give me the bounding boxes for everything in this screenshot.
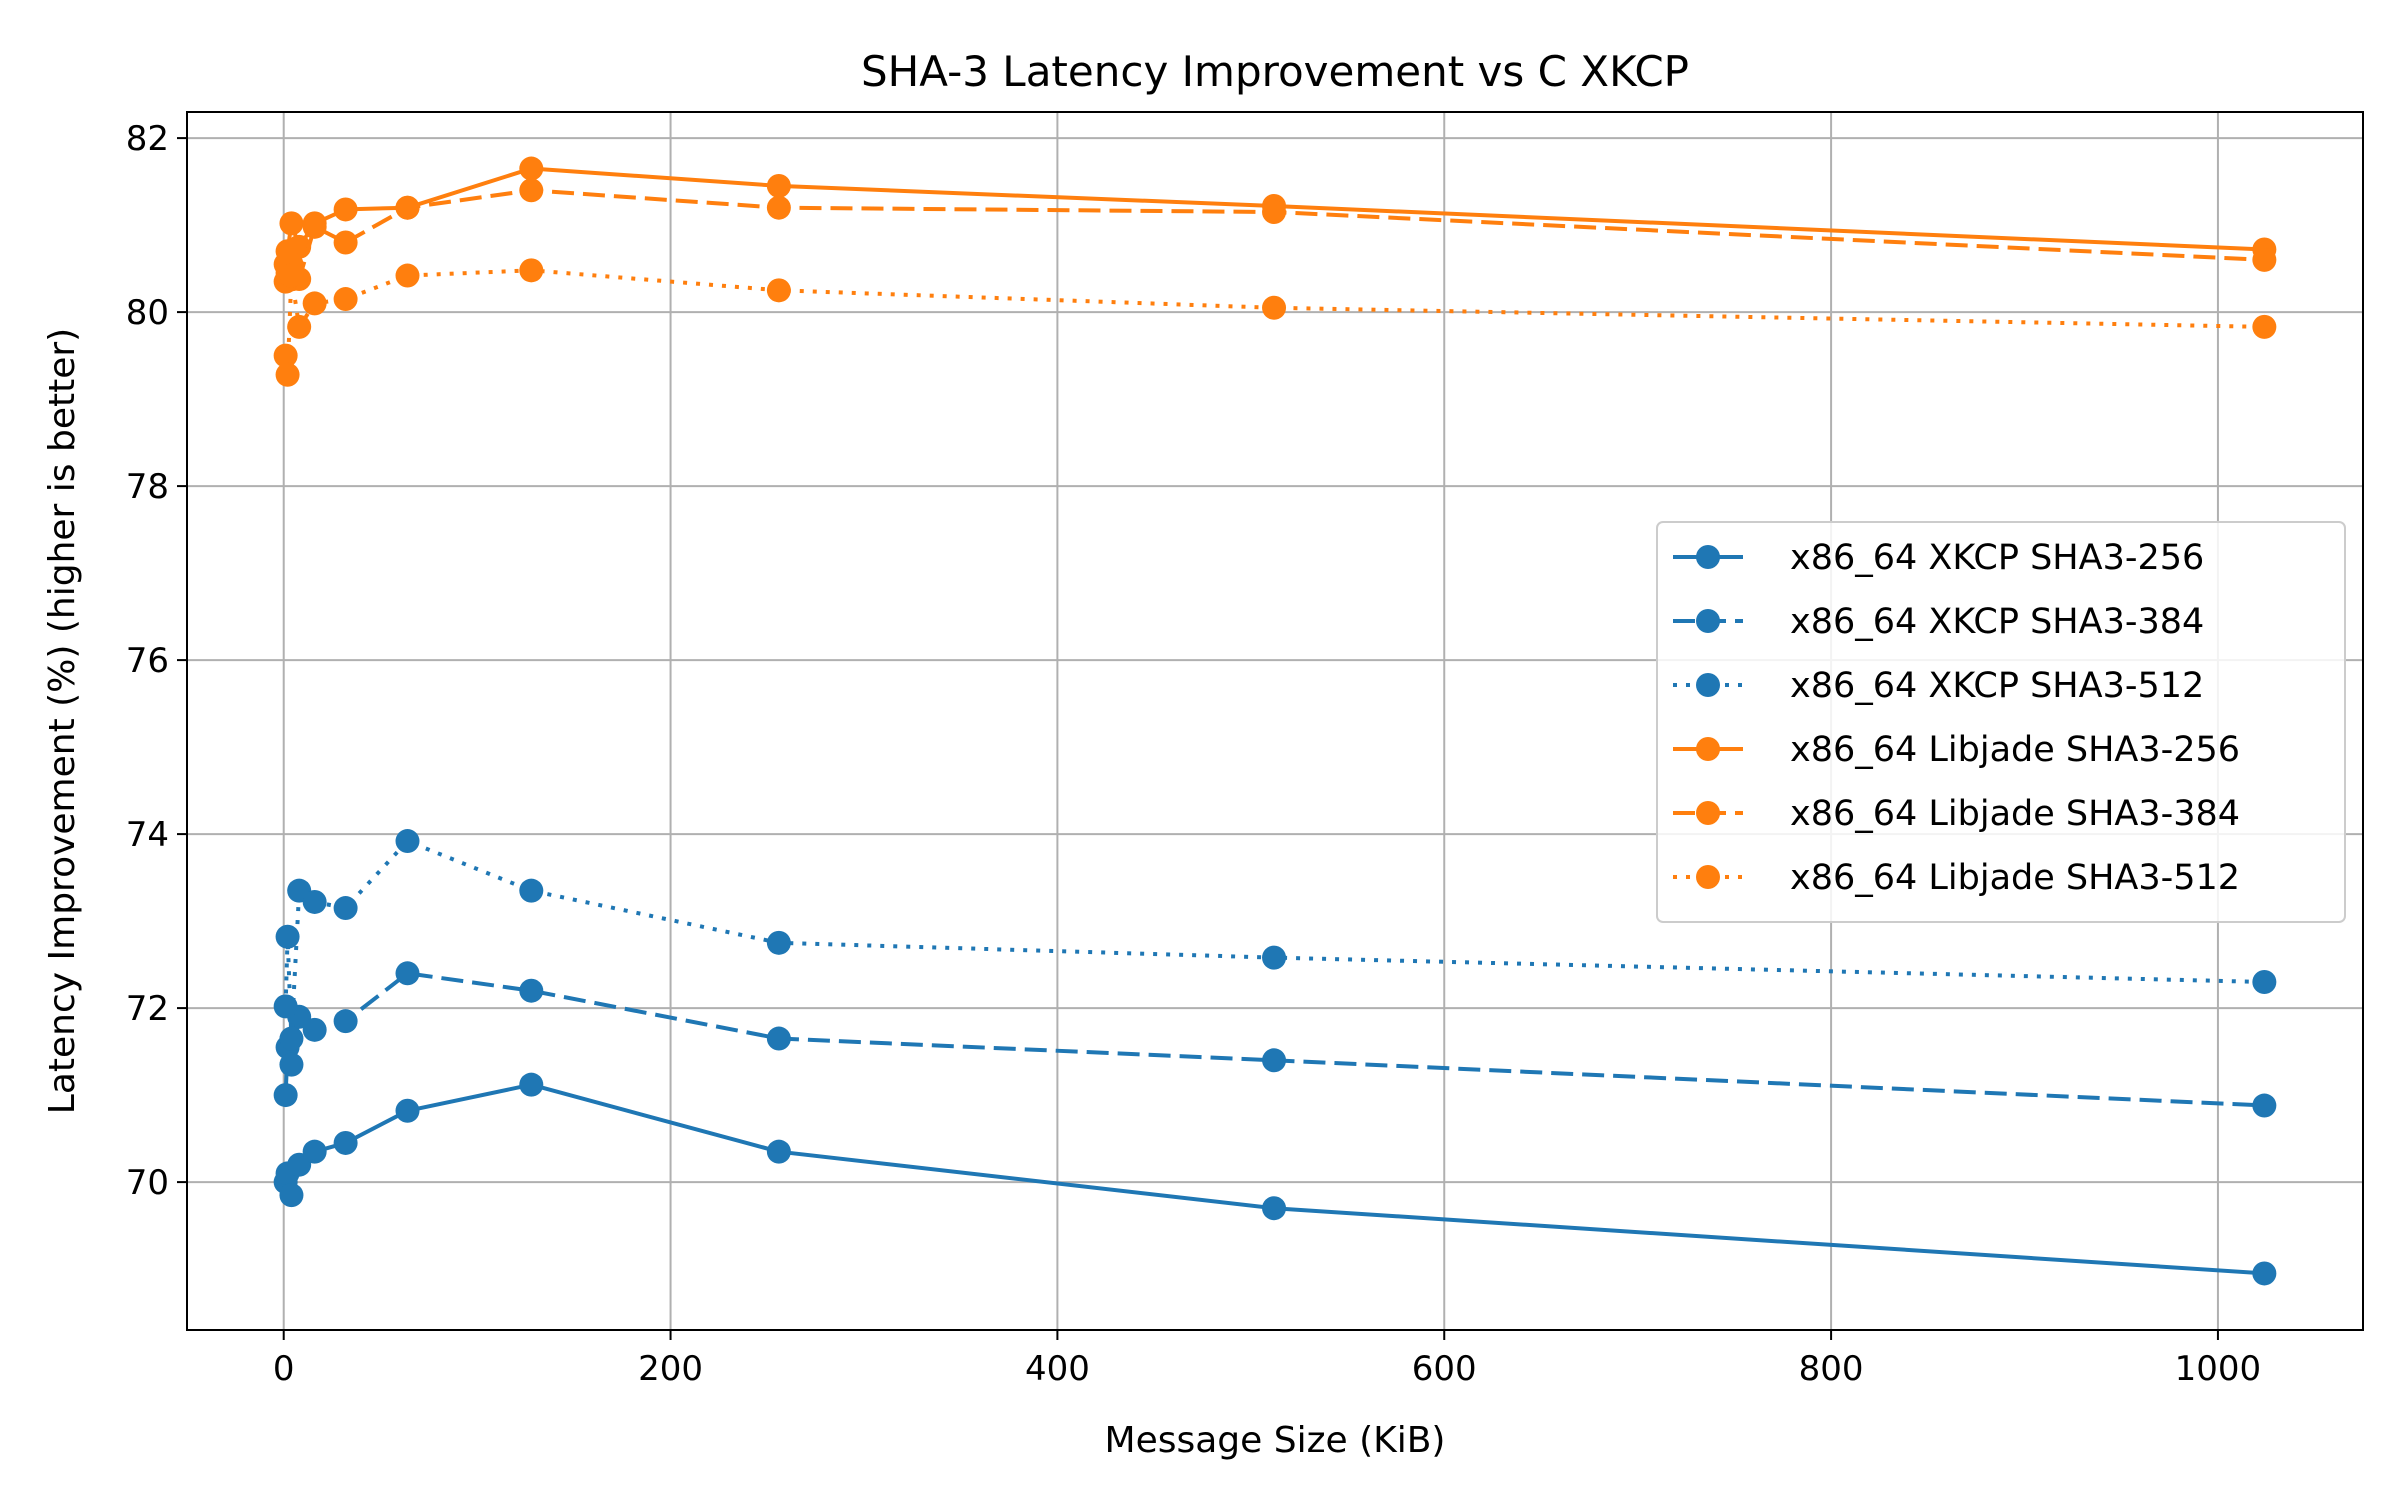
data-point [302, 291, 327, 316]
data-point [333, 197, 358, 222]
y-tick-label: 78 [126, 467, 169, 507]
data-point [519, 178, 544, 203]
data-point [273, 994, 298, 1019]
data-point [302, 1017, 327, 1042]
x-tick-label: 600 [1412, 1349, 1477, 1389]
data-point [2252, 1093, 2277, 1118]
data-point [279, 211, 304, 236]
data-point [302, 214, 327, 239]
y-axis-label: Latency Improvement (%) (higher is bette… [42, 328, 83, 1114]
y-tick-label: 82 [126, 119, 169, 159]
plot-frame [186, 111, 2364, 1331]
legend-label: x86_64 XKCP SHA3-256 [1790, 538, 2204, 578]
x-tick-label: 200 [638, 1349, 703, 1389]
axis-ticks: 0 200 400 600 800 1000 70 72 74 76 78 80 82 [126, 119, 2261, 1389]
legend-label: x86_64 Libjade SHA3-384 [1790, 794, 2240, 834]
legend-box [1656, 521, 2346, 923]
data-point [519, 878, 544, 903]
legend-marker [1696, 737, 1720, 761]
data-point [333, 1009, 358, 1034]
data-point [279, 1183, 304, 1208]
data-point [395, 195, 420, 220]
legend-label: x86_64 Libjade SHA3-512 [1790, 858, 2240, 898]
legend-marker [1696, 545, 1720, 569]
x-tick-label: 800 [1799, 1349, 1864, 1389]
data-point [302, 889, 327, 914]
series-line-6 [283, 268, 2265, 377]
x-axis-label: Message Size (KiB) [1105, 1420, 1446, 1461]
series-group [273, 156, 2277, 1286]
y-tick-label: 80 [126, 293, 169, 333]
data-point [2252, 247, 2277, 272]
data-point [2252, 1261, 2277, 1286]
data-point [279, 263, 304, 288]
legend-label: x86_64 XKCP SHA3-384 [1790, 602, 2204, 642]
data-point [273, 1083, 298, 1108]
data-point [333, 287, 358, 312]
chart-title: SHA-3 Latency Improvement vs C XKCP [861, 47, 1689, 96]
y-tick-label: 74 [126, 815, 169, 855]
data-point [273, 343, 298, 368]
legend-label: x86_64 Libjade SHA3-256 [1790, 730, 2240, 770]
data-point [275, 362, 300, 387]
data-point [333, 896, 358, 921]
data-point [1262, 945, 1287, 970]
data-point [1262, 200, 1287, 225]
x-tick-label: 400 [1025, 1349, 1090, 1389]
data-point [519, 978, 544, 1003]
data-point [766, 173, 791, 198]
data-point [302, 1139, 327, 1164]
data-point [766, 195, 791, 220]
data-point [519, 258, 544, 283]
data-point [766, 278, 791, 303]
data-point [766, 1026, 791, 1051]
data-point [1262, 1196, 1287, 1221]
data-point [519, 1072, 544, 1097]
data-point [766, 930, 791, 955]
legend-marker [1696, 609, 1720, 633]
data-point [1262, 295, 1287, 320]
data-point [395, 961, 420, 986]
data-point [519, 156, 544, 181]
data-point [333, 1130, 358, 1155]
data-point [333, 230, 358, 255]
data-point [2252, 970, 2277, 994]
legend-marker [1696, 801, 1720, 825]
data-point [287, 314, 312, 339]
data-point [279, 1026, 304, 1051]
data-point [395, 263, 420, 288]
data-point [275, 924, 300, 949]
y-tick-label: 70 [126, 1163, 169, 1203]
data-point [766, 1139, 791, 1164]
legend: x86_64 XKCP SHA3-256 x86_64 XKCP SHA3-384… [1656, 521, 2346, 923]
legend-marker [1696, 673, 1720, 697]
x-tick-label: 1000 [2175, 1349, 2262, 1389]
legend-marker [1696, 865, 1720, 889]
x-tick-label: 0 [273, 1349, 295, 1389]
data-point [1262, 1048, 1287, 1073]
data-point [279, 1052, 304, 1077]
y-tick-label: 76 [126, 641, 169, 681]
data-point [395, 829, 420, 854]
y-tick-label: 72 [126, 989, 169, 1029]
data-point [2252, 314, 2277, 339]
data-point [395, 1098, 420, 1123]
legend-label: x86_64 XKCP SHA3-512 [1790, 666, 2204, 706]
